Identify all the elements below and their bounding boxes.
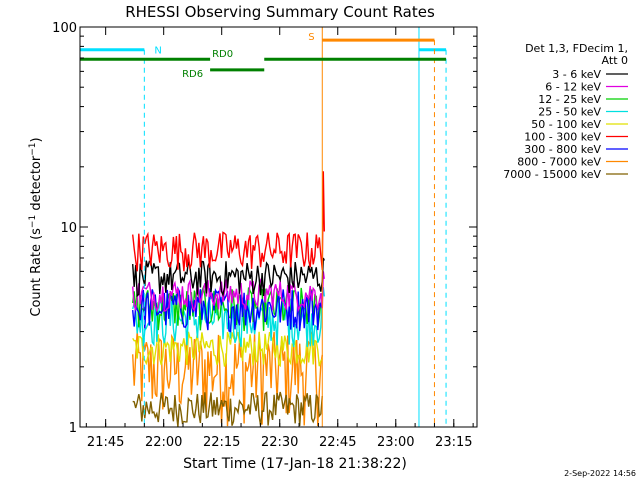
series-line-0 bbox=[132, 257, 325, 298]
legend-label-5: 100 - 300 keV bbox=[524, 131, 601, 144]
x-tick-label-5: 23:00 bbox=[377, 435, 414, 450]
legend-label-1: 6 - 12 keV bbox=[545, 81, 601, 94]
flag-label-s: S bbox=[308, 32, 314, 43]
legend-label-0: 3 - 6 keV bbox=[552, 68, 601, 81]
legend-label-2: 12 - 25 keV bbox=[538, 93, 601, 106]
y-tick-label-1: 10 bbox=[60, 221, 77, 236]
series-layer bbox=[132, 171, 325, 427]
y-axis-label-main: Count Rate (s bbox=[29, 228, 44, 317]
y-axis-label: Count Rate (s−1 detector−1) bbox=[28, 137, 44, 316]
flag-label-rd6: RD6 bbox=[182, 69, 203, 80]
x-tick-label-1: 22:00 bbox=[145, 435, 182, 450]
x-tick-label-2: 22:15 bbox=[203, 435, 240, 450]
flag-label-n: N bbox=[154, 46, 161, 57]
date-stamp: 2-Sep-2022 14:56 bbox=[564, 469, 636, 478]
series-line-4 bbox=[132, 331, 323, 368]
x-axis-label: Start Time (17-Jan-18 21:38:22) bbox=[183, 456, 407, 472]
flag-label-rd0: RD0 bbox=[212, 49, 233, 60]
legend-label-4: 50 - 100 keV bbox=[531, 118, 601, 131]
series-line-8 bbox=[132, 391, 323, 427]
series-line-7 bbox=[132, 331, 323, 427]
chart-title: RHESSI Observing Summary Count Rates bbox=[125, 3, 435, 21]
x-tick-label-4: 22:45 bbox=[319, 435, 356, 450]
y-axis-label-mid: detector bbox=[29, 155, 44, 215]
legend-header-2: Att 0 bbox=[602, 54, 628, 67]
y-tick-label-0: 1 bbox=[69, 421, 77, 436]
series-line-5 bbox=[132, 171, 325, 272]
legend-label-3: 25 - 50 keV bbox=[538, 106, 601, 119]
x-tick-label-0: 21:45 bbox=[87, 435, 124, 450]
y-axis-label-sup2: −1 bbox=[28, 142, 38, 155]
legend-label-7: 800 - 7000 keV bbox=[517, 156, 601, 169]
tick-layer: 21:45 22:00 22:15 22:30 22:45 23:00 23:15 1 10 10… bbox=[52, 21, 477, 450]
legend-label-6: 300 - 800 keV bbox=[524, 143, 601, 156]
y-axis-label-sup1: −1 bbox=[28, 215, 38, 228]
y-tick-label-2: 100 bbox=[52, 21, 77, 36]
legend-header-1: Det 1,3, FDecim 1, bbox=[525, 42, 628, 55]
y-axis-label-end: ) bbox=[29, 137, 44, 142]
x-tick-label-6: 23:15 bbox=[435, 435, 472, 450]
legend-label-8: 7000 - 15000 keV bbox=[503, 168, 601, 181]
x-tick-label-3: 22:30 bbox=[261, 435, 298, 450]
